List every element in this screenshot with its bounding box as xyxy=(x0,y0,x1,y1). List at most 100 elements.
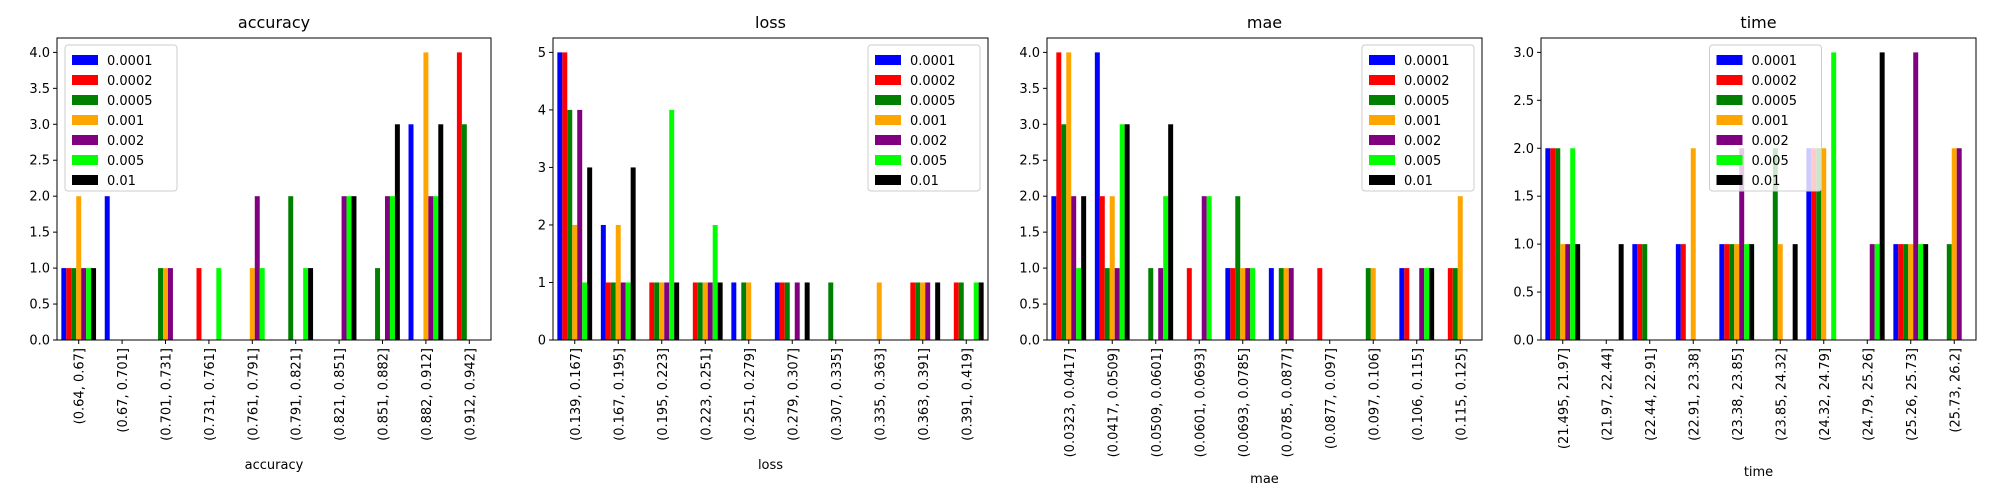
x-tick-label: (0.097, 0.106] xyxy=(1367,348,1382,441)
bar-time-0.0001-2 xyxy=(1632,244,1638,340)
bar-mae-0.002-0 xyxy=(1071,196,1077,340)
x-tick-label: (0.307, 0.335] xyxy=(830,348,845,441)
x-tick-label: (0.167, 0.195] xyxy=(612,348,627,441)
plot-frame-time xyxy=(1540,37,1977,341)
legend-label: 0.002 xyxy=(1752,134,1789,149)
bar-loss-0.002-5 xyxy=(794,282,800,340)
x-axis-label: mae xyxy=(1250,472,1279,487)
legend-swatch xyxy=(875,175,901,185)
x-tick-label: (23.38, 23.85] xyxy=(1731,348,1746,441)
bar-accuracy-0.005-4 xyxy=(259,268,265,340)
bar-accuracy-0.0001-8 xyxy=(408,124,414,340)
legend-label: 0.0001 xyxy=(1752,54,1798,69)
bar-mae-0.005-2 xyxy=(1163,196,1169,340)
x-axis-label: accuracy xyxy=(245,458,304,473)
y-tick-label: 1.0 xyxy=(29,262,50,277)
y-tick-label: 0.5 xyxy=(1019,298,1040,313)
bar-time-0.0001-6 xyxy=(1806,148,1812,340)
legend-swatch xyxy=(1369,175,1395,185)
y-tick-label: 2.5 xyxy=(29,154,50,169)
bar-mae-0.002-2 xyxy=(1158,268,1164,340)
bar-loss-0.001-3 xyxy=(702,282,708,340)
x-tick-label: (24.32, 24.79] xyxy=(1818,348,1833,441)
bar-accuracy-0.0005-9 xyxy=(461,124,467,340)
bar-loss-0.001-8 xyxy=(920,282,926,340)
bar-time-0.001-6 xyxy=(1821,148,1827,340)
legend-label: 0.0005 xyxy=(1404,94,1450,109)
legend-label: 0.0001 xyxy=(910,54,956,69)
bar-loss-0.005-1 xyxy=(625,282,631,340)
bar-accuracy-0.002-8 xyxy=(428,196,434,340)
bar-accuracy-0.001-8 xyxy=(423,52,429,340)
bar-accuracy-0.01-6 xyxy=(351,196,357,340)
y-tick-label: 1.5 xyxy=(29,226,50,241)
bar-time-0.0005-9 xyxy=(1946,244,1952,340)
legend-label: 0.002 xyxy=(910,134,947,149)
x-tick-label: (0.791, 0.821] xyxy=(290,348,305,441)
bar-accuracy-0.0002-9 xyxy=(456,52,462,340)
legend-swatch xyxy=(1369,115,1395,125)
legend-label: 0.0001 xyxy=(1404,54,1450,69)
bar-loss-0.01-9 xyxy=(978,282,984,340)
x-axis-label: time xyxy=(1744,465,1773,480)
y-tick-label: 2.5 xyxy=(1019,154,1040,169)
legend-label: 0.0002 xyxy=(910,74,956,89)
legend-swatch xyxy=(1369,55,1395,65)
bar-mae-0.005-8 xyxy=(1424,268,1430,340)
bar-time-0.0002-6 xyxy=(1811,148,1817,340)
bar-accuracy-0.002-0 xyxy=(81,268,87,340)
x-axis-label: loss xyxy=(758,458,783,473)
bar-loss-0.002-3 xyxy=(707,282,713,340)
legend-swatch xyxy=(1716,135,1743,145)
bar-mae-0.005-3 xyxy=(1206,196,1212,340)
bar-loss-0.0005-0 xyxy=(567,109,573,341)
bar-loss-0.01-1 xyxy=(630,167,636,340)
x-tick-label: (0.139, 0.167] xyxy=(569,348,584,441)
bar-mae-0.0002-9 xyxy=(1447,268,1453,340)
legend-label: 0.002 xyxy=(107,134,144,149)
bar-loss-0.005-0 xyxy=(582,282,588,340)
bar-loss-0.002-8 xyxy=(925,282,931,340)
bar-loss-0.0002-1 xyxy=(605,282,611,340)
y-tick-label: 1.5 xyxy=(1019,226,1040,241)
bar-time-0.001-8 xyxy=(1908,244,1914,340)
x-tick-label: (0.0417, 0.0509] xyxy=(1106,348,1121,457)
x-tick-label: (0.761, 0.791] xyxy=(246,348,261,441)
bar-time-0.0001-4 xyxy=(1719,244,1725,340)
y-tick-label: 2.5 xyxy=(1513,94,1534,109)
legend-swatch xyxy=(72,75,98,85)
y-tick-label: 0.5 xyxy=(1513,286,1534,301)
bar-accuracy-0.0005-2 xyxy=(158,268,164,340)
x-tick-label: (0.882, 0.912] xyxy=(420,348,435,441)
bar-accuracy-0.0001-0 xyxy=(61,268,67,340)
y-tick-label: 2.0 xyxy=(1019,190,1040,205)
bar-accuracy-0.0005-7 xyxy=(375,268,381,340)
bar-accuracy-0.005-6 xyxy=(346,196,352,340)
bar-loss-0.0005-8 xyxy=(915,282,921,340)
bar-loss-0.0002-9 xyxy=(953,282,959,340)
bar-time-0.0002-8 xyxy=(1898,244,1904,340)
bar-loss-0.0002-2 xyxy=(649,282,655,340)
bar-mae-0.002-1 xyxy=(1114,268,1120,340)
bar-time-0.005-0 xyxy=(1570,148,1576,340)
legend-swatch xyxy=(875,55,901,65)
bar-loss-0.002-2 xyxy=(664,282,670,340)
bar-time-0.01-5 xyxy=(1792,244,1798,340)
x-tick-label: (0.106, 0.115] xyxy=(1411,348,1426,441)
bar-mae-0.01-2 xyxy=(1168,124,1174,340)
x-tick-label: (0.223, 0.251] xyxy=(699,348,714,441)
bar-loss-0.01-5 xyxy=(804,282,810,340)
bar-loss-0.01-3 xyxy=(717,282,723,340)
x-tick-label: (25.73, 26.2] xyxy=(1948,348,1963,433)
legend-swatch xyxy=(72,175,98,185)
x-tick-label: (0.335, 0.363] xyxy=(873,348,888,441)
bar-accuracy-0.002-2 xyxy=(167,268,173,340)
bar-loss-0.0001-0 xyxy=(557,52,563,340)
y-tick-label: 3.0 xyxy=(1513,46,1534,61)
x-tick-label: (25.26, 25.73] xyxy=(1905,348,1920,441)
bar-accuracy-0.002-4 xyxy=(254,196,260,340)
x-tick-label: (0.0323, 0.0417] xyxy=(1063,348,1078,457)
legend-label: 0.0002 xyxy=(1752,74,1798,89)
legend-label: 0.002 xyxy=(1404,134,1441,149)
bar-loss-0.0005-5 xyxy=(784,282,790,340)
